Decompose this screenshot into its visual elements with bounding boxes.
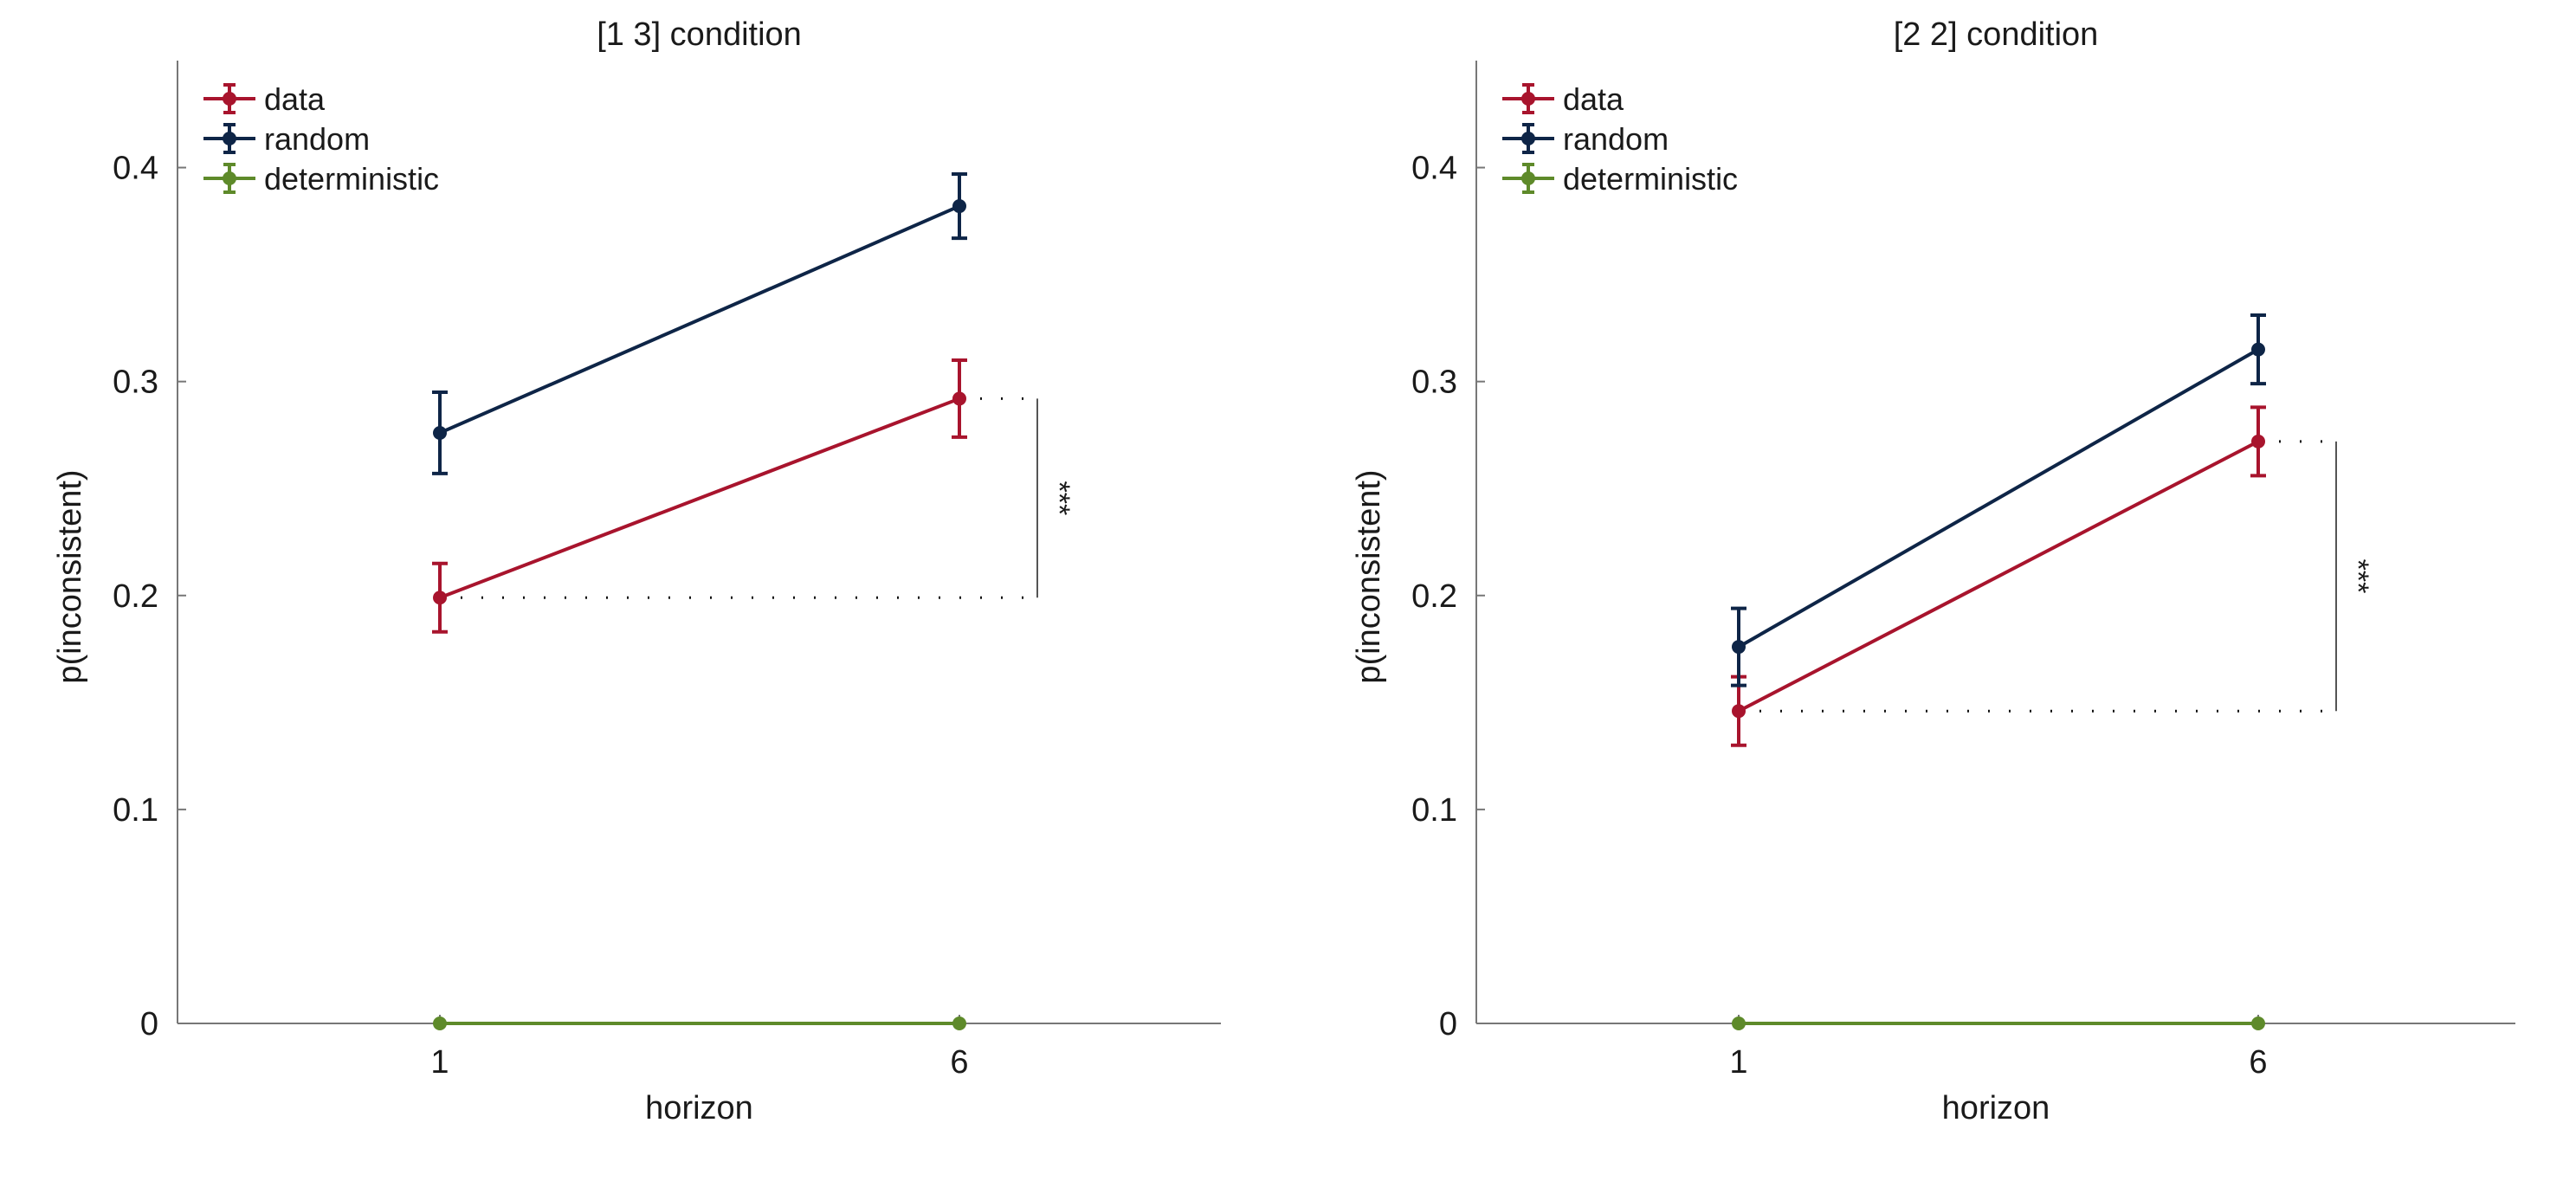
x-axis-label: horizon	[645, 1090, 753, 1126]
x-axis-label: horizon	[1942, 1090, 2050, 1126]
data-point-random	[952, 199, 966, 214]
series-deterministic	[1732, 1017, 2265, 1030]
series-data	[432, 358, 967, 634]
legend-marker	[223, 132, 236, 145]
data-point-deterministic	[2251, 1017, 2265, 1030]
y-tick-label: 0.3	[113, 365, 158, 401]
x-tick-label: 1	[430, 1044, 449, 1081]
legend-marker	[1521, 171, 1535, 185]
legend-marker	[223, 92, 236, 106]
series-random	[1731, 313, 2266, 687]
data-point-data	[433, 591, 447, 605]
y-tick-label: 0	[140, 1006, 158, 1042]
chart-panel-1: [1 3] condition 0 0.1 0.2 0.3 0.4 1 6 horizon p(i…	[52, 16, 1221, 1126]
legend-label: deterministic	[264, 161, 439, 197]
chart-title: [1 3] condition	[597, 16, 802, 53]
legend-marker	[1521, 92, 1535, 106]
legend: data random deterministic	[1502, 81, 1738, 197]
legend-marker	[1521, 132, 1535, 145]
y-tick-label: 0.2	[1411, 578, 1457, 615]
x-tick-label: 6	[950, 1044, 968, 1081]
chart-title: [2 2] condition	[1894, 16, 2099, 53]
y-tick-label: 0	[1439, 1006, 1457, 1042]
y-tick-label: 0.2	[113, 578, 158, 615]
legend-label: random	[264, 121, 370, 157]
y-tick-label: 0.1	[1411, 792, 1457, 829]
legend-marker	[223, 171, 236, 185]
y-axis-label: p(inconsistent)	[52, 469, 88, 683]
y-tick-label: 0.3	[1411, 365, 1457, 401]
series-line-data	[439, 397, 960, 600]
y-tick-label: 0.4	[1411, 151, 1457, 187]
significance-label: ***	[1043, 481, 1075, 515]
legend-label: random	[1563, 121, 1669, 157]
data-point-deterministic	[952, 1017, 966, 1030]
significance-label: ***	[2341, 559, 2374, 594]
data-point-data	[2251, 434, 2265, 449]
data-point-random	[2251, 342, 2265, 357]
series-line-data	[1738, 440, 2259, 713]
data-point-data	[1732, 704, 1746, 719]
y-tick-label: 0.4	[113, 151, 158, 187]
data-point-deterministic	[433, 1017, 447, 1030]
data-point-random	[433, 425, 447, 440]
legend-label: data	[264, 81, 326, 117]
chart-panel-2: [2 2] condition 0 0.1 0.2 0.3 0.4 1 6 horizon p(i…	[1351, 16, 2515, 1126]
series-deterministic	[433, 1017, 966, 1030]
y-tick-label: 0.1	[113, 792, 158, 829]
series-line-random	[1738, 347, 2259, 649]
series-line-random	[439, 204, 960, 435]
series-random	[432, 171, 967, 475]
data-point-deterministic	[1732, 1017, 1746, 1030]
x-tick-label: 6	[2249, 1044, 2267, 1081]
data-point-data	[952, 391, 966, 406]
series-data	[1731, 405, 2266, 747]
data-point-random	[1732, 640, 1746, 655]
legend-label: data	[1563, 81, 1624, 117]
legend-label: deterministic	[1563, 161, 1738, 197]
y-axis-label: p(inconsistent)	[1351, 469, 1387, 683]
legend: data random deterministic	[203, 81, 439, 197]
x-tick-label: 1	[1729, 1044, 1747, 1081]
